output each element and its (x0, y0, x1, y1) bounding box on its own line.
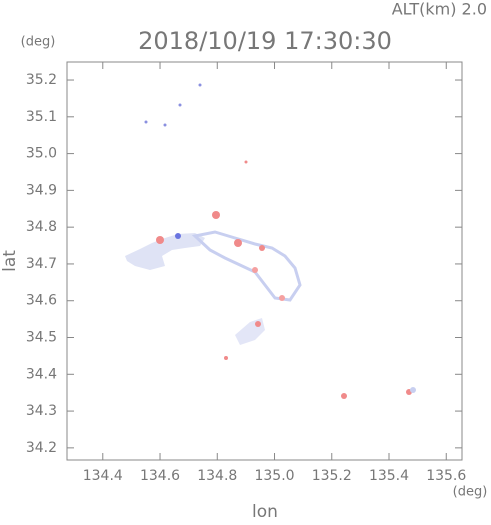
y-tick-label: 35.2 (26, 72, 57, 88)
echo-spot (252, 267, 258, 273)
echo-blob (125, 233, 205, 270)
y-tick-label: 34.8 (26, 219, 57, 235)
y-tick-label: 34.6 (26, 293, 57, 309)
echo-spot (341, 393, 347, 399)
y-tick-label: 34.2 (26, 440, 57, 456)
x-tick-label: 135.2 (312, 468, 352, 484)
x-axis-title: lon (252, 502, 278, 521)
y-axis-title: lat (0, 250, 20, 272)
echo-spot (175, 233, 181, 239)
echo-spot (255, 321, 261, 327)
x-tick-label: 135.0 (254, 468, 294, 484)
echo-band (191, 230, 302, 302)
echo-spot (244, 160, 248, 164)
echo-spot (156, 236, 164, 244)
y-unit: (deg) (21, 35, 56, 50)
y-tick-label: 34.4 (26, 366, 57, 382)
chart-title: 2018/10/19 17:30:30 (138, 27, 392, 55)
echo-spot (212, 211, 220, 219)
y-tick-label: 34.7 (26, 256, 57, 272)
x-tick-label: 134.8 (197, 468, 237, 484)
echo-spot (163, 123, 167, 127)
echo-spot (279, 295, 285, 301)
plot-frame (66, 61, 463, 461)
x-tick-label: 135.4 (369, 468, 409, 484)
echo-spot (410, 387, 416, 393)
x-tick-label: 134.6 (140, 468, 180, 484)
y-tick-label: 34.3 (26, 403, 57, 419)
y-tick-label: 35.1 (26, 109, 57, 125)
x-tick-label: 134.4 (83, 468, 123, 484)
y-tick-label: 35.0 (26, 146, 57, 162)
echo-spot (144, 120, 148, 124)
echoes (125, 83, 416, 399)
x-tick-label: 135.6 (426, 468, 466, 484)
echo-spot (224, 356, 228, 360)
y-tick-label: 34.9 (26, 182, 57, 198)
altitude-label: ALT(km) 2.0 (392, 0, 487, 19)
echo-spot (178, 103, 182, 107)
echo-spot (259, 245, 265, 251)
echo-blob (235, 318, 265, 345)
echo-spot (198, 83, 202, 87)
x-unit: (deg) (453, 485, 488, 500)
y-tick-label: 34.5 (26, 330, 57, 346)
echo-spot (234, 239, 242, 247)
